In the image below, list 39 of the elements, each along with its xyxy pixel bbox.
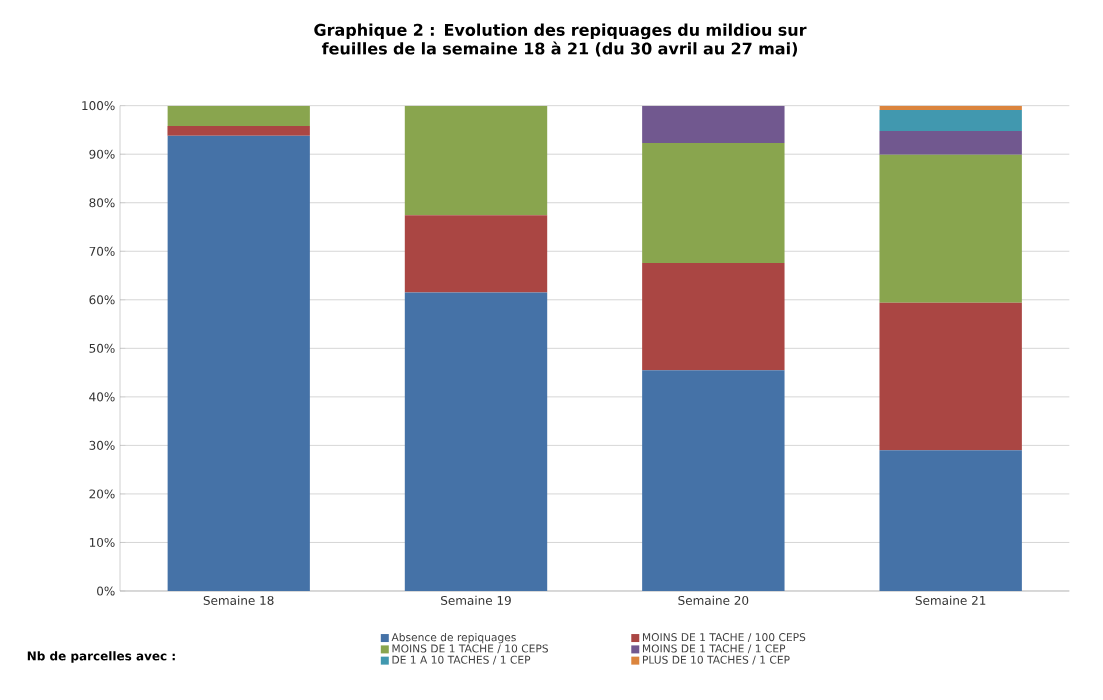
- bar: [879, 450, 1022, 591]
- legend-label: MOINS DE 1 TACHE / 1 CEP: [642, 644, 786, 654]
- bar: [404, 292, 548, 591]
- legend-label: MOINS DE 1 TACHE / 10 CEPS: [392, 644, 549, 654]
- y-tick-label: 10%: [89, 537, 115, 547]
- x-tick-label: Semaine 18: [203, 595, 274, 605]
- y-tick-label: 100%: [82, 101, 115, 111]
- bar: [404, 105, 548, 216]
- bar: [404, 215, 548, 293]
- bar: [167, 135, 310, 591]
- chart-title: Graphique 2 : Evolution des repiquages du mildiou sur feuilles de la semaine 18 à 21 (du 30 avril au 27 mai): [314, 23, 807, 57]
- y-tick-label: 90%: [89, 149, 115, 159]
- bar: [879, 130, 1022, 155]
- legend-title: Nb de parcelles avec :: [27, 651, 175, 663]
- x-tick-label: Semaine 21: [915, 595, 986, 605]
- y-tick-label: 70%: [89, 246, 115, 256]
- y-tick-label: 30%: [89, 440, 115, 450]
- bar: [879, 154, 1022, 303]
- legend-label: MOINS DE 1 TACHE / 100 CEPS: [642, 633, 806, 642]
- bar: [642, 262, 785, 371]
- y-tick-label: 0%: [97, 586, 115, 596]
- y-tick-label: 60%: [89, 295, 115, 305]
- bar: [879, 110, 1022, 131]
- y-tick-label: 20%: [89, 489, 115, 499]
- bar: [879, 105, 1022, 111]
- y-tick-label: 40%: [89, 392, 115, 402]
- bar: [642, 105, 785, 144]
- y-tick-label: 50%: [89, 343, 115, 353]
- bar: [642, 143, 785, 263]
- legend-label: PLUS DE 10 TACHES / 1 CEP: [642, 655, 790, 665]
- bar: [167, 126, 310, 136]
- legend-label: DE 1 A 10 TACHES / 1 CEP: [392, 655, 531, 665]
- bar: [167, 105, 310, 127]
- x-tick-label: Semaine 20: [678, 595, 749, 605]
- bar: [879, 302, 1022, 451]
- legend-label: Absence de repiquages: [391, 633, 516, 644]
- x-tick-label: Semaine 19: [441, 595, 511, 605]
- y-tick-label: 80%: [89, 198, 115, 208]
- bar: [642, 370, 785, 591]
